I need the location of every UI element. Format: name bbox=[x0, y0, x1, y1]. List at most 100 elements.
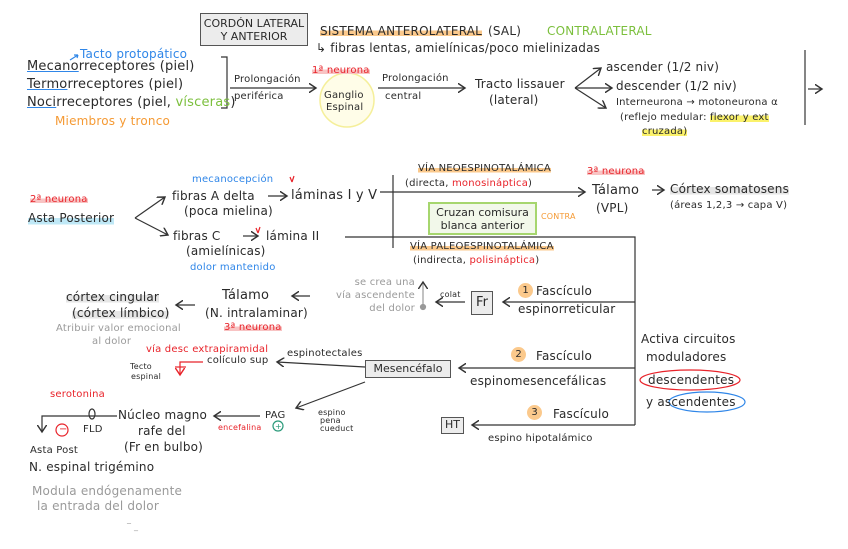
neo-sub-red: monosináptica bbox=[451, 178, 529, 189]
cross-line-2: blanca anterior bbox=[440, 219, 525, 232]
region-label: Miembros y tronco bbox=[55, 114, 171, 128]
plus-circle bbox=[272, 420, 284, 432]
ganglion-1: Ganglio bbox=[324, 90, 364, 101]
prolong-periph-2: periférica bbox=[234, 91, 284, 102]
receptor-rest: rreceptores (piel, bbox=[56, 95, 176, 110]
modulators-2: moduladores bbox=[646, 350, 727, 364]
lamina-2: lámina II bbox=[266, 229, 320, 243]
a-delta-fibers: fibras A delta bbox=[172, 189, 255, 203]
receptor-prefix: Mecano bbox=[27, 59, 79, 74]
paleo-title: VÍA PALEOESPINOTALÁMICA bbox=[410, 241, 554, 252]
prolong-periph-1: Prolongación bbox=[234, 74, 301, 85]
modula-2: la entrada del dolor bbox=[37, 499, 159, 513]
encefalina-label: encefalina bbox=[218, 423, 262, 432]
ganglion-2: Espinal bbox=[326, 102, 364, 113]
reflex-highlight: flexor y ext bbox=[710, 112, 769, 123]
paleo-sub: (indirecta, bbox=[413, 255, 470, 266]
receptor-rest: rreceptores (piel) bbox=[78, 59, 195, 74]
extrapiramidal-label: vía desc extrapiramidal bbox=[146, 344, 269, 355]
emotional-1: Atribuir valor emocional bbox=[56, 323, 181, 334]
espino-pena-1: espino bbox=[318, 408, 346, 417]
neo-sub: (directa, bbox=[405, 178, 452, 189]
paleo-subtitle: (indirecta, polisináptica) bbox=[413, 255, 539, 266]
second-neuron-label: 2ª neurona bbox=[30, 194, 88, 205]
cortex-limbico: (córtex límbico) bbox=[72, 306, 170, 320]
asta-posterior: Asta Posterior bbox=[28, 211, 115, 225]
thalamus-intralaminar: Tálamo bbox=[222, 288, 270, 303]
branch-a-delta bbox=[134, 197, 165, 219]
asta-post: Asta Post bbox=[30, 445, 79, 456]
branch-interneurona-label: Interneurona → motoneurona α bbox=[616, 97, 778, 108]
neo-subtitle: (directa, monosináptica) bbox=[405, 178, 532, 189]
dash-mark: ‾ _ bbox=[127, 522, 139, 531]
modula-1: Modula endógenamente bbox=[32, 484, 183, 498]
modulators-4: y ascendentes bbox=[646, 395, 736, 409]
receptor-mecano: Mecanorreceptores (piel) bbox=[27, 60, 195, 74]
contra-label: CONTRA bbox=[541, 212, 576, 221]
contralateral-label: CONTRALATERAL bbox=[547, 24, 652, 38]
modulators-y: y bbox=[646, 395, 658, 409]
f1-fasciculo: Fascículo bbox=[536, 284, 593, 298]
reflex-text: (reflejo medular: bbox=[620, 112, 711, 123]
vpl-label: (VPL) bbox=[596, 201, 629, 215]
neo-sub-end: ) bbox=[528, 178, 533, 189]
f1-number: 1 bbox=[518, 283, 533, 298]
serotonin-drop bbox=[88, 408, 96, 420]
branch-ascender-label: ascender (1/2 niv) bbox=[606, 60, 720, 74]
descendentes-ellipse bbox=[639, 369, 741, 391]
cordon-line-1: CORDÓN LATERAL bbox=[203, 17, 305, 30]
f2-fasciculo: Fascículo bbox=[536, 349, 593, 363]
tecto-1: Tecto bbox=[130, 362, 152, 371]
dolor-mantenido: dolor mantenido bbox=[190, 262, 276, 273]
visceras-label: vísceras bbox=[175, 95, 231, 110]
third-neuron-paleo: 3ª neurona bbox=[224, 322, 282, 333]
cortex-somatosens: Córtex somatosens bbox=[670, 182, 790, 196]
tecto-arrow bbox=[180, 361, 203, 375]
receptor-bracket bbox=[221, 56, 228, 109]
tract-2: (lateral) bbox=[489, 93, 539, 107]
receptor-prefix: Noci bbox=[27, 95, 57, 110]
cordon-line-2: Y ANTERIOR bbox=[220, 30, 288, 43]
f3-name: espino hipotalámico bbox=[488, 433, 593, 444]
fibers-note: ↳ fibras lentas, amielínicas/poco mielin… bbox=[316, 41, 601, 55]
receptor-rest: rreceptores (piel) bbox=[67, 77, 184, 92]
ht-box: HT bbox=[441, 417, 464, 434]
branch-ascender bbox=[574, 68, 601, 89]
arrow-espinotectales bbox=[277, 362, 366, 368]
cortex-areas: (áreas 1,2,3 → capa V) bbox=[670, 200, 788, 211]
pag-label: PAG bbox=[265, 410, 286, 421]
prolong-central-1: Prolongación bbox=[382, 73, 449, 84]
reflex-cruzada: cruzada) bbox=[642, 126, 688, 137]
espino-pena-2: pena bbox=[320, 416, 341, 425]
ascending-note-1: se crea una bbox=[354, 277, 415, 288]
receptor-end: ) bbox=[230, 95, 236, 110]
ascending-note-2: vía ascendente bbox=[335, 290, 415, 301]
thalamus-vpl: Tálamo bbox=[592, 183, 640, 198]
tract-1: Tracto lissauer bbox=[475, 77, 565, 91]
mesencefalo-box: Mesencéfalo bbox=[365, 360, 451, 378]
laminas-1-5: láminas I y V bbox=[291, 188, 378, 203]
f2-number: 2 bbox=[511, 347, 526, 362]
ascendentes-ellipse bbox=[668, 391, 746, 413]
reflex-line: (reflejo medular: flexor y ext bbox=[620, 112, 769, 123]
tacto-label: Tacto protopático bbox=[80, 47, 188, 61]
a-delta-myelin: (poca mielina) bbox=[184, 204, 273, 218]
modulators-ascendentes: ascendentes bbox=[657, 395, 736, 409]
fld-label: FLD bbox=[83, 424, 103, 435]
espinotectales-label: espinotectales bbox=[287, 348, 363, 359]
cross-box: Cruzan comisura blanca anterior bbox=[428, 202, 537, 235]
first-neuron-label: 1ª neurona bbox=[312, 65, 370, 76]
plus-sign: + bbox=[275, 422, 282, 431]
receptor-noci: Nocirreceptores (piel, vísceras) bbox=[27, 96, 236, 110]
minus-circle bbox=[55, 423, 69, 437]
cordon-box: CORDÓN LATERAL Y ANTERIOR bbox=[200, 13, 308, 46]
branch-descender-label: descender (1/2 niv) bbox=[616, 79, 737, 93]
tecto-2: espinal bbox=[131, 372, 161, 381]
system-abbr: (SAL) bbox=[488, 24, 522, 38]
nucleo-3: (Fr en bulbo) bbox=[124, 440, 204, 454]
modulators-descendentes: descendentes bbox=[648, 373, 735, 387]
receptor-termo: Termorreceptores (piel) bbox=[27, 78, 183, 92]
emotional-2: al dolor bbox=[92, 336, 132, 347]
